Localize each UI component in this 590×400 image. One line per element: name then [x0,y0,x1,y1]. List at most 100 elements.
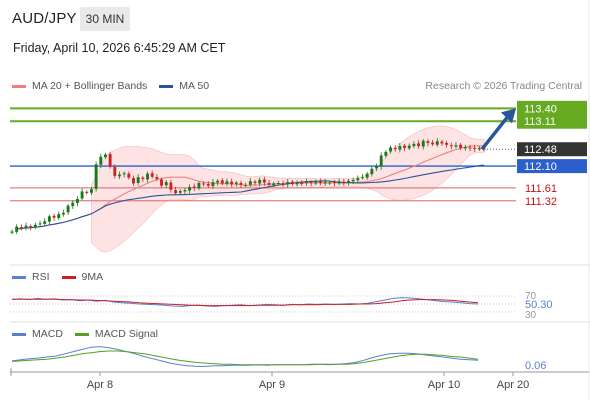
candle-body [253,181,257,183]
candle-body [19,227,23,228]
candle-body [445,143,449,145]
rsi-level-30-label: 30 [525,310,537,321]
candle [463,144,467,151]
candle-body [431,142,435,145]
target-arrow [480,108,516,151]
candle [459,143,463,151]
candle-body [375,166,378,169]
candle-body [398,146,402,150]
support-2-label: 111.32 [525,196,557,208]
candle [412,141,416,149]
candle-body [417,143,421,147]
candle-body [267,183,271,185]
candle-body [449,145,453,147]
rsi-series-1 [12,298,479,307]
candle-body [118,174,121,177]
candle [19,224,23,231]
support-1-label: 111.61 [525,183,557,195]
candle-body [66,205,70,213]
candle-body [477,147,481,150]
copyright-label: Research © 2026 Trading Central [425,80,582,92]
rsi-level-70-label: 70 [525,291,537,302]
candle-body [127,173,131,178]
candle [197,181,201,191]
candle-body [61,212,65,215]
candle-body [342,181,346,184]
candle [328,180,332,186]
candle [384,150,388,158]
timeframe-button[interactable]: 30 MIN [80,7,130,31]
candle [122,171,126,178]
candle-body [454,145,458,147]
candle-body [393,147,397,150]
candle-body [290,181,294,184]
pivot-badge-text: 112.10 [524,161,557,173]
candle [43,218,47,227]
candle [225,178,229,187]
candle [61,209,65,217]
candle-body [314,181,318,184]
candle [234,180,238,187]
candle-body [412,143,416,147]
candle [188,184,192,194]
price-levels [10,107,516,202]
candle-body [122,173,126,175]
candle-body [370,168,374,175]
candle [57,211,61,220]
candle-body [286,182,290,185]
candlesticks [10,138,486,235]
candle-body [426,141,430,143]
rsi-legend: RSI 9MA [12,271,103,283]
legend-ma20-label: MA 20 + Bollinger Bands [32,80,148,92]
x-tick-label: Apr 10 [428,379,460,391]
candle-body [108,154,112,167]
candle-body [230,181,234,185]
candle-body [384,151,388,156]
candle [370,166,374,177]
macd-legend: MACD MACD Signal [12,328,158,340]
candle-body [216,180,220,183]
ma50-swatch [159,84,174,88]
legend-macd-signal-label: MACD Signal [94,328,158,340]
candle [202,181,206,187]
candle [347,179,350,186]
candle [164,179,168,189]
candle [38,220,42,227]
candle-body [99,156,103,165]
candle [24,222,28,231]
candle-body [164,182,168,186]
candle-body [435,141,439,145]
rsi-value-label: 50.30 [525,299,553,311]
candle-body [43,221,47,224]
ma20-swatch [12,84,26,88]
macd-signal-swatch [74,332,89,336]
candle [211,179,215,189]
candle [435,138,439,147]
candle [389,145,392,154]
candle-body [197,183,201,189]
candle-body [211,182,215,187]
candle [398,143,402,153]
candle-body [403,145,407,148]
candle [361,174,364,180]
candle-body [29,226,33,228]
candle-body [80,191,84,199]
candle [309,180,313,187]
candle [407,143,411,151]
macd-value-label: 0.06 [525,360,546,372]
candle-body [47,216,51,222]
macd-panel: 0.06 [11,346,546,372]
candle-body [178,191,182,193]
candle-body [113,167,117,176]
candle [160,177,163,189]
candle [108,151,112,169]
legend-macd-label: MACD [32,328,63,340]
candle-body [160,179,163,186]
candle [155,174,159,182]
candle-body [71,202,75,207]
x-tick-label: Apr 20 [497,379,529,391]
candle [146,171,149,183]
legend-rsi-label: RSI [32,271,50,283]
candle [113,164,117,179]
